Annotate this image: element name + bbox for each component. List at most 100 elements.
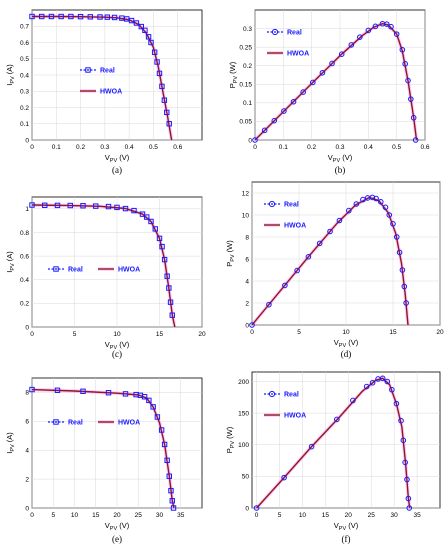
legend-real-marker	[53, 266, 59, 272]
x-tick-label: 25	[135, 512, 143, 519]
y-tick-label: 200	[238, 379, 249, 386]
y-tick-label: 2	[245, 300, 249, 307]
x-tick-label: 15	[156, 331, 164, 338]
x-tick-label: 20	[345, 512, 353, 519]
real-data-point	[338, 51, 345, 58]
legend: Real HWOA	[264, 390, 306, 420]
hwoa-series-line	[31, 388, 175, 509]
x-tick-label: 0.2	[76, 144, 85, 151]
x-tick-label: 0.1	[279, 144, 288, 151]
real-data-point	[399, 267, 406, 273]
real-data-point	[405, 495, 412, 502]
real-data-point	[87, 14, 93, 20]
y-tick-label: 0.15	[239, 82, 252, 89]
real-data-point	[336, 217, 343, 224]
real-data-point	[156, 235, 163, 242]
real-data-point	[357, 34, 363, 40]
real-data-point	[348, 42, 355, 48]
panel-caption: (b)	[335, 165, 346, 175]
real-data-point	[54, 202, 61, 209]
real-data-point	[386, 212, 393, 218]
x-tick-label: 30	[156, 512, 164, 519]
real-data-point	[281, 474, 287, 481]
y-tick-label: 6	[25, 419, 29, 426]
legend-hwoa-label: HWOA	[287, 51, 309, 58]
real-data-point	[290, 98, 297, 105]
y-axis-label: IPV (A)	[5, 432, 16, 454]
panel-caption: (a)	[112, 165, 122, 175]
real-data-point	[114, 204, 120, 211]
legend-hwoa-label: HWOA	[118, 267, 140, 274]
real-data-point	[111, 14, 118, 21]
real-data-point	[363, 383, 370, 390]
x-tick-label: 15	[389, 329, 397, 336]
y-tick-label: 0.7	[20, 24, 29, 31]
x-tick-label: 10	[71, 512, 79, 519]
y-tick-label: 0	[245, 322, 249, 329]
real-data-point	[159, 83, 165, 90]
real-data-point	[401, 283, 408, 290]
y-tick-label: 0.3	[20, 89, 29, 96]
y-tick-label: 0.2	[243, 63, 252, 70]
y-tick-label: 0.05	[239, 119, 252, 126]
y-tick-label: 0.1	[20, 121, 29, 128]
y-tick-label: 0.4	[20, 277, 29, 284]
real-data-point	[372, 23, 379, 30]
legend: Real HWOA	[80, 67, 122, 96]
real-data-point	[382, 204, 389, 211]
y-tick-label: 0	[245, 505, 249, 512]
y-tick-label: 50	[242, 474, 250, 481]
real-data-point	[29, 386, 35, 393]
real-data-point	[164, 273, 170, 279]
real-data-point	[161, 256, 168, 263]
real-data-point	[261, 127, 268, 134]
real-data-point	[350, 397, 356, 404]
chart-panel-b: 0 0.1 0.2 0.3 0.4 0.5 0.6 0 0.05 0.1 0.15 0.2 0.25 0.…	[228, 9, 430, 175]
y-tick-label: 0.1	[243, 100, 252, 107]
y-axis-label: PPV (W)	[225, 240, 236, 267]
legend-real-label: Real	[68, 420, 83, 427]
chart-panel-e: 0 5 10 15 20 25 30 35 0 2 4 6 8 VPV (V) IPV (A) Real HWO…	[5, 377, 203, 544]
real-data-point	[145, 34, 152, 40]
x-tick-label: 35	[177, 512, 185, 519]
real-data-point	[402, 61, 408, 67]
real-data-point	[156, 70, 163, 77]
hwoa-series-line	[31, 204, 176, 328]
real-data-point	[389, 386, 395, 393]
x-axis-label: VPV (V)	[105, 521, 130, 532]
real-data-point	[393, 400, 400, 407]
y-tick-label: 12	[242, 190, 250, 197]
x-tick-label: 10	[113, 331, 121, 338]
real-data-point	[39, 13, 45, 20]
real-data-point	[404, 476, 410, 483]
y-tick-label: 8	[25, 390, 29, 397]
x-tick-label: 0	[30, 331, 34, 338]
panel-caption: (d)	[341, 349, 352, 359]
x-tick-label: 5	[51, 512, 55, 519]
real-data-point	[403, 300, 409, 306]
x-tick-label: 5	[297, 329, 301, 336]
real-data-point	[170, 505, 177, 511]
real-data-point	[327, 228, 333, 235]
legend-real-marker	[268, 390, 276, 398]
legend-real-marker	[53, 419, 59, 425]
panel-caption: (e)	[112, 534, 122, 544]
y-tick-label: 10	[242, 212, 250, 219]
y-tick-label: 2	[25, 476, 29, 483]
real-data-point	[329, 60, 335, 67]
y-tick-label: 100	[238, 442, 249, 449]
y-tick-label: 150	[238, 410, 249, 417]
real-data-point	[159, 243, 165, 250]
y-tick-label: 0	[25, 505, 29, 512]
real-data-point	[252, 137, 258, 143]
real-data-point	[166, 121, 172, 127]
legend-real-marker	[268, 200, 276, 208]
x-tick-label: 0	[250, 329, 254, 336]
y-tick-label: 4	[245, 278, 249, 285]
legend-real-marker	[271, 28, 279, 36]
real-data-point	[399, 46, 406, 53]
real-data-point	[308, 443, 315, 450]
real-data-point	[379, 375, 386, 382]
y-axis-label: PPV (W)	[228, 61, 239, 88]
